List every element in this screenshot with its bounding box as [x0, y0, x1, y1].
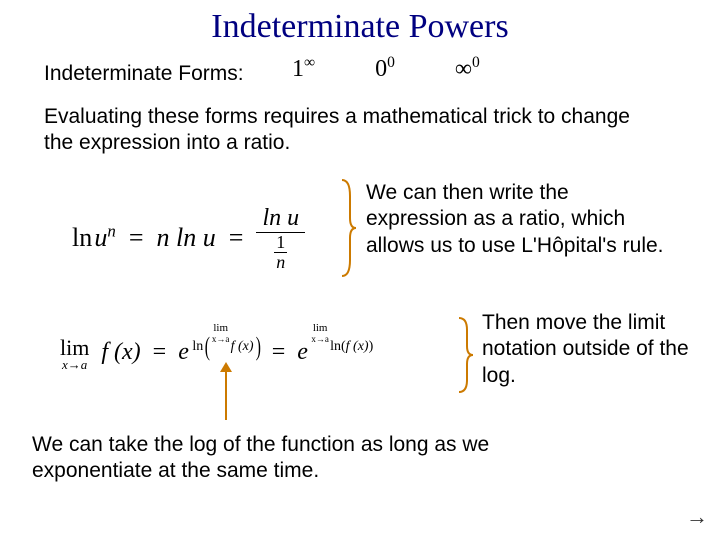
subheading-forms: Indeterminate Forms: — [44, 62, 244, 86]
arrow-up-icon — [225, 370, 227, 420]
note-move-limit: Then move the limit notation outside of … — [482, 310, 692, 389]
next-arrow-icon: → — [686, 504, 708, 530]
form-2: 00 — [375, 54, 395, 83]
footnote-text: We can take the log of the function as l… — [32, 432, 562, 485]
page-title: Indeterminate Powers — [0, 0, 720, 46]
equation-exp-log: limx→a f (x) = e ln(limx→a f (x)) = e li… — [60, 332, 373, 371]
brace-icon — [338, 178, 356, 278]
form-1: 1∞ — [292, 54, 315, 83]
equation-log-identity: ln un = n ln u = ln u 1 n — [72, 205, 305, 275]
brace-icon — [455, 316, 473, 394]
note-ratio: We can then write the expression as a ra… — [366, 180, 666, 259]
intro-text: Evaluating these forms requires a mathem… — [44, 104, 664, 157]
indeterminate-forms-row: 1∞ 00 ∞0 — [292, 54, 632, 83]
form-3: ∞0 — [455, 54, 480, 83]
